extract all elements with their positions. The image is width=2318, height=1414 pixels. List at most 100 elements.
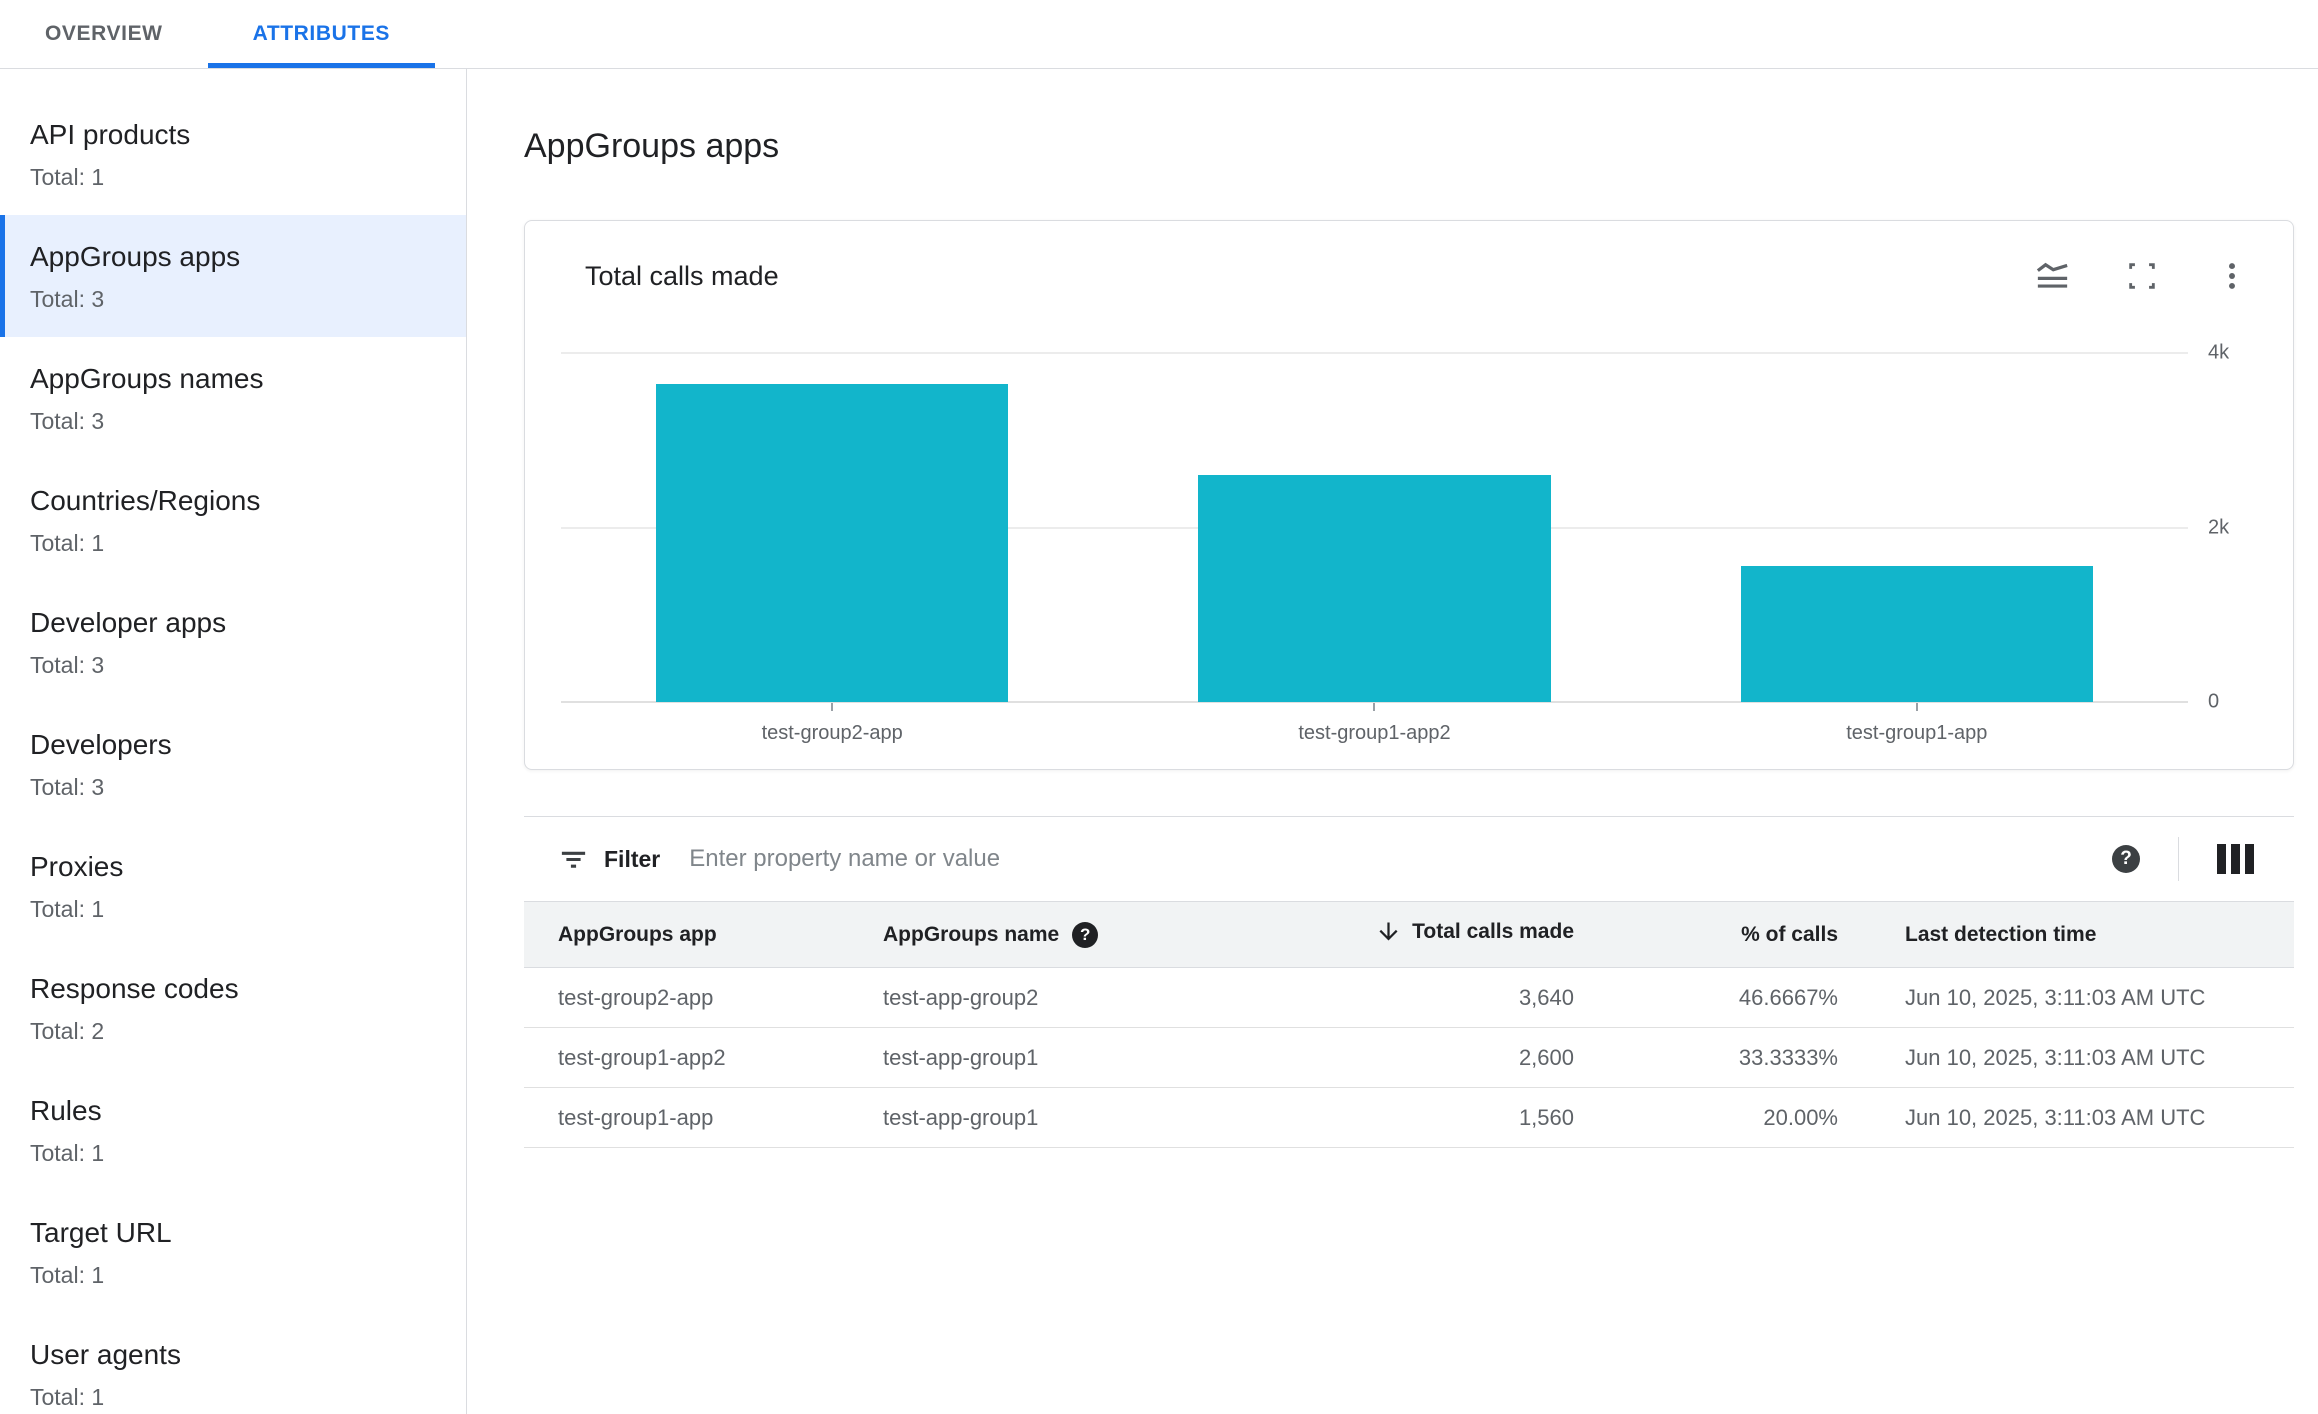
cell-appgroups-name: test-app-group1	[883, 1104, 1039, 1130]
y-axis-label: 0	[2208, 690, 2220, 713]
x-axis-label: test-group2-app	[761, 722, 903, 744]
cell-appgroups-name: test-app-group2	[883, 984, 1039, 1010]
tab-overview-label: OVERVIEW	[45, 22, 163, 45]
table-row[interactable]: test-group1-app test-app-group1 1,560 20…	[524, 1088, 2294, 1148]
x-axis-label: test-group1-app	[1846, 722, 1988, 744]
sidebar-item[interactable]: Target URL Total: 1	[0, 1191, 466, 1313]
tab-attributes[interactable]: ATTRIBUTES	[207, 0, 436, 68]
col-header-appgroups-app[interactable]: AppGroups app	[558, 922, 717, 946]
y-axis-label: 2k	[2208, 516, 2230, 538]
sidebar-item-total: Total: 3	[30, 286, 105, 313]
axis-tick	[1915, 702, 1918, 711]
bar-slot	[1103, 353, 1645, 702]
sidebar-item-label: Target URL	[30, 1217, 172, 1248]
bar-slot	[1646, 353, 2188, 702]
sidebar-item[interactable]: AppGroups apps Total: 3	[0, 215, 466, 337]
sidebar-item-total: Total: 3	[30, 652, 105, 679]
col-header-pct-calls[interactable]: % of calls	[1741, 922, 1838, 946]
bar[interactable]	[1740, 565, 2094, 702]
fullscreen-icon[interactable]	[2123, 257, 2161, 295]
attributes-table-section: Filter ? AppGroups app	[524, 816, 2294, 1148]
y-axis-label: 4k	[2208, 341, 2230, 364]
x-axis-label: test-group1-app2	[1298, 722, 1451, 744]
chart-card: Total calls made	[524, 220, 2294, 770]
sidebar-item-label: API products	[30, 119, 191, 150]
sidebar-item[interactable]: Rules Total: 1	[0, 1069, 466, 1191]
sidebar-item[interactable]: Developer apps Total: 3	[0, 581, 466, 703]
bar[interactable]	[1198, 475, 1551, 702]
cell-last-detection: Jun 10, 2025, 3:11:03 AM UTC	[1905, 984, 2206, 1010]
bar[interactable]	[655, 384, 1009, 702]
sidebar-item-total: Total: 1	[30, 530, 105, 557]
table-header-row: AppGroups app AppGroups name ?	[524, 901, 2294, 968]
sidebar-item-total: Total: 3	[30, 774, 105, 801]
sidebar-item-total: Total: 1	[30, 896, 105, 923]
cell-pct-calls: 33.3333%	[1738, 1044, 1838, 1070]
cell-last-detection: Jun 10, 2025, 3:11:03 AM UTC	[1905, 1044, 2206, 1070]
sidebar-item-total: Total: 1	[30, 1140, 105, 1167]
attributes-table: AppGroups app AppGroups name ?	[524, 901, 2294, 1148]
attributes-sidebar: API products Total: 1 AppGroups apps Tot…	[0, 69, 467, 1414]
cell-pct-calls: 46.6667%	[1738, 984, 1838, 1010]
col-header-last-detection[interactable]: Last detection time	[1905, 922, 2097, 946]
cell-total-calls: 3,640	[1518, 984, 1574, 1010]
table-row[interactable]: test-group1-app2 test-app-group1 2,600 3…	[524, 1028, 2294, 1088]
cell-total-calls: 1,560	[1518, 1104, 1574, 1130]
gridline	[561, 352, 2188, 354]
area-chart-icon[interactable]	[2033, 257, 2071, 295]
divider	[2178, 837, 2179, 881]
tab-bar: OVERVIEW ATTRIBUTES	[0, 0, 2318, 69]
axis-tick	[1373, 702, 1376, 711]
more-vert-icon[interactable]	[2213, 257, 2251, 295]
cell-appgroups-app: test-group1-app2	[558, 1044, 726, 1070]
page-title: AppGroups apps	[524, 127, 780, 165]
sidebar-item[interactable]: Developers Total: 3	[0, 703, 466, 825]
help-icon[interactable]: ?	[2112, 845, 2140, 873]
main-content: AppGroups apps Total calls made	[467, 69, 2318, 1414]
chart-ylabels: 4k 2k 0	[2190, 342, 2260, 713]
x-axis-baseline	[561, 701, 2188, 703]
cell-last-detection: Jun 10, 2025, 3:11:03 AM UTC	[1905, 1104, 2206, 1130]
cell-appgroups-name: test-app-group1	[883, 1044, 1039, 1070]
sort-descending-icon	[1379, 922, 1398, 941]
sidebar-item-total: Total: 1	[30, 164, 105, 191]
bar-slot	[561, 353, 1103, 702]
sidebar-item[interactable]: Proxies Total: 1	[0, 825, 466, 947]
filter-label: Filter	[604, 845, 661, 872]
chart-bars	[561, 353, 2188, 702]
sidebar-item-total: Total: 2	[30, 1018, 105, 1045]
sidebar-item-total: Total: 1	[30, 1384, 105, 1411]
sidebar-item[interactable]: Response codes Total: 2	[0, 947, 466, 1069]
chart-card-title: Total calls made	[585, 260, 779, 291]
sidebar-item-label: Rules	[30, 1095, 102, 1126]
sidebar-item-label: Response codes	[30, 973, 239, 1004]
cell-total-calls: 2,600	[1518, 1044, 1574, 1070]
filter-bar: Filter ?	[524, 816, 2294, 901]
filter-input[interactable]	[687, 844, 2112, 874]
sidebar-item-total: Total: 1	[30, 1262, 105, 1289]
sidebar-item-label: Developer apps	[30, 607, 227, 638]
column-help-icon[interactable]: ?	[1072, 921, 1099, 948]
sidebar-item-label: User agents	[30, 1339, 181, 1370]
view-columns-icon[interactable]	[2217, 844, 2254, 874]
cell-appgroups-app: test-group1-app	[558, 1104, 714, 1130]
bar-chart: 4k 2k 0	[561, 342, 2229, 713]
sidebar-item[interactable]: AppGroups names Total: 3	[0, 337, 466, 459]
tab-overview[interactable]: OVERVIEW	[0, 0, 208, 68]
cell-appgroups-app: test-group2-app	[558, 984, 714, 1010]
sidebar-item-label: AppGroups names	[30, 363, 264, 394]
chart-xlabels: test-group2-app test-group1-app2 test-grou…	[561, 702, 2188, 745]
sidebar-item[interactable]: Countries/Regions Total: 1	[0, 459, 466, 581]
sidebar-item-label: Countries/Regions	[30, 485, 261, 516]
col-header-total-calls[interactable]: Total calls made	[1350, 902, 1574, 968]
table-row[interactable]: test-group2-app test-app-group2 3,640 46…	[524, 968, 2294, 1028]
sidebar-item-label: Proxies	[30, 851, 124, 882]
col-header-appgroups-name[interactable]: AppGroups name ?	[883, 902, 1350, 968]
sidebar-item[interactable]: User agents Total: 1	[0, 1313, 466, 1414]
axis-tick	[831, 702, 834, 711]
tab-attributes-label: ATTRIBUTES	[252, 22, 391, 45]
sidebar-item-total: Total: 3	[30, 408, 105, 435]
sidebar-item[interactable]: API products Total: 1	[0, 93, 466, 215]
filter-list-icon	[561, 851, 586, 868]
